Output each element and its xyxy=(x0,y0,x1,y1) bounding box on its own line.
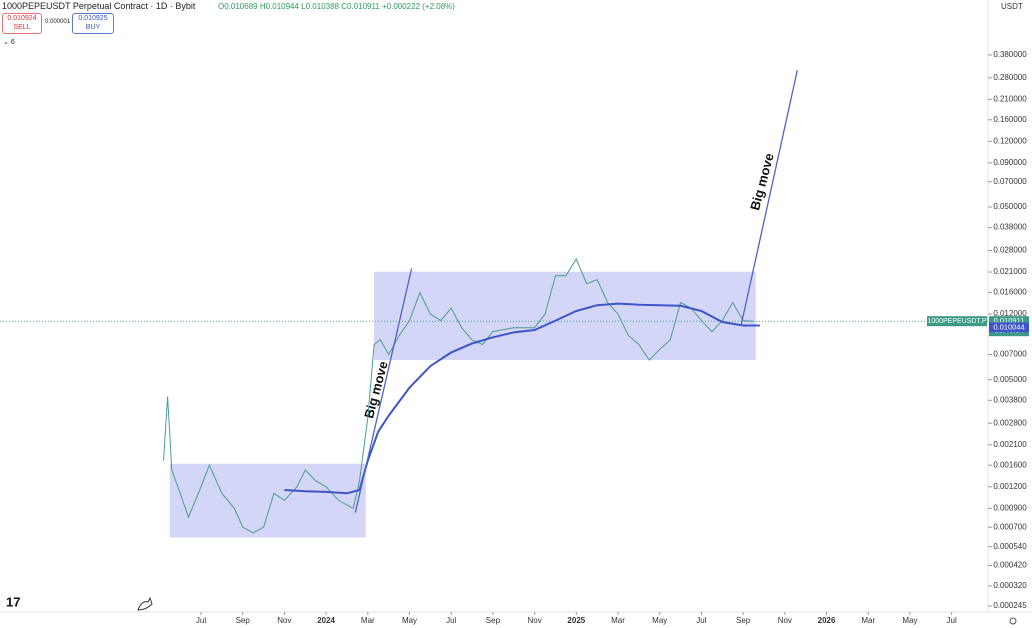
x-tick-label: Mar xyxy=(861,616,875,625)
x-tick-label: Nov xyxy=(277,616,291,625)
y-tick-label: 0.002800 xyxy=(993,418,1027,427)
price-line-series xyxy=(163,257,754,534)
ma-tag xyxy=(989,322,1029,333)
buy-label: BUY xyxy=(85,24,101,31)
indicators-toggle[interactable]: ⌄ 6 xyxy=(3,39,15,46)
y-tick-label: 0.000320 xyxy=(993,581,1027,590)
y-tick-label: 0.000245 xyxy=(993,601,1027,610)
y-tick-label: 0.038000 xyxy=(993,223,1027,232)
y-tick-label: 0.000420 xyxy=(993,561,1027,570)
symbol-tag xyxy=(927,316,987,327)
y-tick-label: 0.000900 xyxy=(993,503,1027,512)
trend-line xyxy=(740,70,798,326)
x-tick-label: May xyxy=(902,616,917,625)
icon xyxy=(137,596,153,611)
symbol-title: 1000PEPEUSDT Perpetual Contract · 1D · B… xyxy=(2,1,196,11)
ohlc: O0.010689 H0.010944 L0.010388 C0.010911 … xyxy=(218,2,455,11)
annotation: Big move xyxy=(361,360,391,420)
x-tick-label: May xyxy=(652,616,667,625)
x-tick-label: Mar xyxy=(611,616,625,625)
buy-price: 0.010925 xyxy=(78,15,108,22)
x-tick-label: 2025 xyxy=(567,616,585,625)
y-tick-label: 0.160000 xyxy=(993,115,1027,124)
x-tick-label: Nov xyxy=(778,616,792,625)
y-tick-label: 0.003800 xyxy=(993,395,1027,404)
x-tick-label: Sep xyxy=(486,616,501,625)
x-tick-label: Jul xyxy=(196,616,206,625)
y-tick-label: 0.005000 xyxy=(993,375,1027,384)
x-tick-label: Jul xyxy=(947,616,957,625)
x-tick-label: Jul xyxy=(446,616,456,625)
x-tick-label: Nov xyxy=(528,616,542,625)
y-tick-label: 0.090000 xyxy=(993,158,1027,167)
y-tick-label: 0.050000 xyxy=(993,202,1027,211)
y-tick-label: 0.002100 xyxy=(993,440,1027,449)
y-tick-label: 0.210000 xyxy=(993,94,1027,103)
y-tick-label: 0.000700 xyxy=(993,522,1027,531)
y-tick-label: 0.001200 xyxy=(993,482,1027,491)
x-tick-label: May xyxy=(402,616,417,625)
sell-button[interactable]: 0.010924 SELL xyxy=(2,13,42,34)
y-tick-label: 0.380000 xyxy=(993,50,1027,59)
sell-label: SELL xyxy=(13,24,31,31)
x-tick-label: Sep xyxy=(736,616,751,625)
y-tick-label: 0.280000 xyxy=(993,73,1027,82)
settings-icon[interactable] xyxy=(1009,617,1017,625)
x-tick-label: Jul xyxy=(696,616,706,625)
y-tick-label: 0.012000 xyxy=(993,309,1027,318)
trend-line xyxy=(354,268,413,513)
y-tick-label: 0.007000 xyxy=(993,350,1027,359)
price-tag-label: 0.010911 xyxy=(994,316,1025,325)
x-tick-label: 2026 xyxy=(818,616,836,625)
y-tick-label: 0.120000 xyxy=(993,136,1027,145)
y-tick-label: 0.028000 xyxy=(993,246,1027,255)
moving-average xyxy=(284,302,760,495)
x-tick-label: Sep xyxy=(236,616,251,625)
buy-button[interactable]: 0.010925 BUY xyxy=(72,13,114,34)
y-tick-label: 0.070000 xyxy=(993,177,1027,186)
sell-price: 0.010924 xyxy=(7,15,37,22)
currency-label: USDT xyxy=(1001,2,1023,11)
range-box xyxy=(169,463,366,538)
indicator-count: 6 xyxy=(10,39,15,46)
y-tick-label: 0.000540 xyxy=(993,542,1027,551)
y-tick-label: 0.016000 xyxy=(993,288,1027,297)
y-tick-label: 0.021000 xyxy=(993,267,1027,276)
x-tick-label: Mar xyxy=(361,616,375,625)
spread: 0.000001 xyxy=(45,19,71,25)
symbol-tag-label: 1000PEPEUSDT.P xyxy=(927,318,986,325)
x-tick-label: 2024 xyxy=(317,616,335,625)
logo: 17 xyxy=(6,594,20,609)
y-tick-label: 0.001600 xyxy=(993,460,1027,469)
ma-tag-label: 0.010044 xyxy=(993,322,1024,331)
